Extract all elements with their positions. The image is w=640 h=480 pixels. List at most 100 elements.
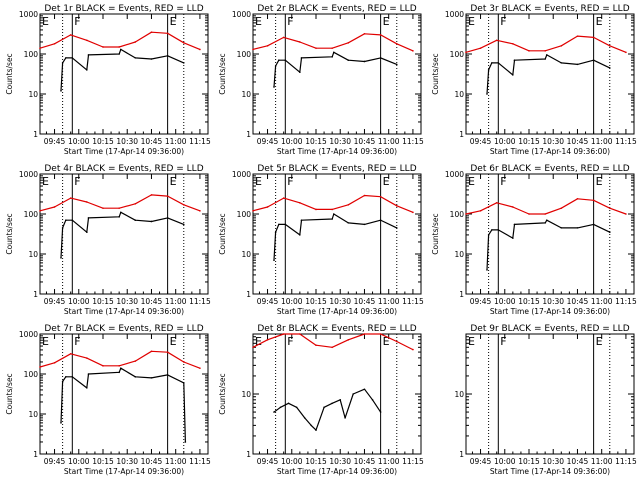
lld-data-point — [282, 333, 285, 335]
lld-data-point — [395, 340, 398, 343]
x-tick-label: 10:15 — [305, 457, 327, 466]
y-tick-label: 1 — [246, 130, 251, 139]
lld-data-point — [608, 45, 611, 47]
events-data-point — [60, 257, 62, 259]
events-data-point — [287, 402, 290, 405]
events-data-point — [166, 217, 169, 219]
chart-title: Det 6r BLACK = Events, RED = LLD — [470, 164, 629, 174]
events-data-point — [71, 219, 74, 221]
lld-data-point — [182, 203, 185, 206]
event-marker-label: F — [500, 175, 506, 188]
lld-data-point — [495, 202, 498, 204]
lld-data-point — [282, 197, 285, 199]
x-axis-label: Start Time (17-Apr-14 09:36:00) — [277, 307, 397, 316]
events-data-point — [331, 218, 333, 220]
lld-data-point — [379, 195, 382, 198]
events-data-point — [300, 57, 303, 59]
x-tick-label: 10:00 — [68, 137, 90, 146]
events-data-point — [134, 376, 137, 378]
events-data-point — [274, 65, 277, 67]
lld-data-point — [608, 207, 611, 209]
chart-title: Det 7r BLACK = Events, RED = LLD — [44, 324, 203, 334]
x-tick-label: 09:45 — [257, 457, 279, 466]
event-marker-label: E — [42, 175, 49, 188]
x-tick-label: 11:15 — [615, 297, 637, 306]
lld-data-point — [331, 208, 333, 211]
events-data-point — [119, 211, 122, 214]
event-marker-label: E — [468, 175, 475, 188]
x-tick-label: 09:45 — [257, 137, 279, 146]
events-data-point — [118, 216, 120, 218]
x-axis-label: Start Time (17-Apr-14 09:36:00) — [64, 467, 184, 476]
lld-data-point — [331, 47, 333, 49]
plot-frame — [252, 173, 422, 295]
events-series-line — [60, 48, 185, 91]
events-data-point — [71, 57, 74, 59]
events-data-point — [544, 58, 546, 60]
lld-data-point — [199, 210, 201, 212]
event-marker-label: F — [500, 15, 506, 28]
event-marker-label: E — [383, 15, 390, 28]
events-data-point — [273, 259, 275, 261]
events-data-point — [119, 367, 122, 369]
events-data-point — [182, 223, 185, 226]
y-axis-label: Counts/sec — [218, 373, 227, 414]
x-tick-label: 10:45 — [354, 457, 376, 466]
x-tick-label: 11:00 — [591, 457, 613, 466]
lld-data-point — [118, 207, 120, 209]
chart-title: Det 1r BLACK = Events, RED = LLD — [44, 4, 203, 14]
events-series-line — [273, 388, 382, 431]
events-series-line — [60, 211, 185, 258]
x-tick-label: 10:30 — [542, 297, 564, 306]
y-tick-label: 10 — [454, 390, 464, 399]
events-data-point — [184, 441, 187, 443]
lld-data-point — [512, 206, 514, 208]
lld-data-point — [182, 361, 185, 363]
lld-data-point — [412, 348, 414, 351]
chart-title: Det 3r BLACK = Events, RED = LLD — [470, 4, 629, 14]
x-tick-label: 11:15 — [402, 137, 424, 146]
events-data-point — [513, 223, 516, 226]
y-tick-label: 100 — [450, 50, 465, 59]
events-data-point — [347, 59, 350, 61]
lld-data-point — [576, 35, 579, 37]
events-data-point — [86, 231, 88, 234]
events-data-point — [497, 229, 500, 231]
lld-data-point — [102, 207, 104, 209]
lld-series-line — [39, 31, 201, 50]
chart-title: Det 9r BLACK = Events, RED = LLD — [470, 324, 629, 334]
x-tick-label: 11:15 — [189, 457, 211, 466]
lld-data-point — [331, 346, 333, 349]
events-data-point — [608, 231, 611, 234]
events-data-point — [487, 234, 490, 236]
lld-data-point — [86, 201, 88, 203]
x-tick-label: 10:30 — [116, 297, 138, 306]
x-axis-label: Start Time (17-Apr-14 09:36:00) — [490, 467, 610, 476]
lld-data-point — [199, 48, 201, 51]
x-tick-label: 10:30 — [542, 457, 564, 466]
events-data-point — [486, 93, 488, 95]
x-tick-label: 10:00 — [68, 457, 90, 466]
event-marker-label: E — [596, 335, 603, 348]
x-tick-label: 11:00 — [591, 297, 613, 306]
event-marker-label: E — [255, 335, 262, 348]
events-data-point — [395, 63, 398, 66]
events-data-point — [315, 429, 317, 431]
x-tick-label: 11:15 — [615, 137, 637, 146]
y-tick-label: 10 — [454, 250, 464, 259]
lld-data-point — [363, 333, 366, 335]
lld-data-point — [53, 42, 56, 45]
x-tick-label: 10:30 — [542, 137, 564, 146]
events-data-point — [300, 219, 303, 221]
lld-data-point — [479, 210, 482, 212]
lld-data-point — [266, 206, 269, 208]
lld-data-point — [315, 47, 317, 49]
y-tick-label: 100 — [24, 210, 39, 219]
y-tick-label: 10 — [454, 90, 464, 99]
lld-data-point — [465, 51, 467, 54]
events-data-point — [60, 90, 62, 92]
x-tick-label: 10:15 — [92, 297, 114, 306]
events-data-point — [560, 227, 563, 229]
event-marker-label: E — [42, 335, 49, 348]
events-data-point — [347, 222, 350, 224]
